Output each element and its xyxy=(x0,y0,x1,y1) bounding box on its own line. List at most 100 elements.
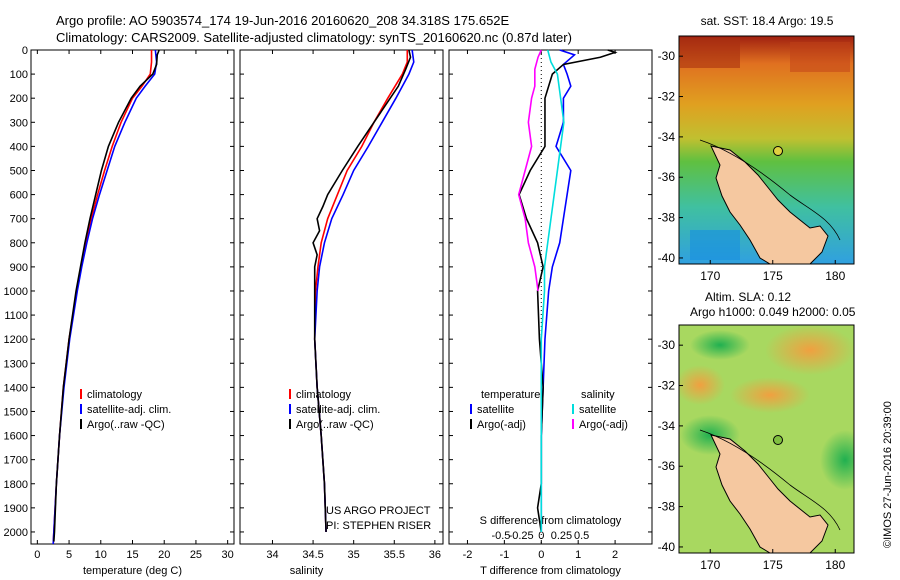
sla-map-axes: 170 175 180 -30 -32 -34 -36 -38 -40 xyxy=(658,338,846,572)
x-tick-label: 20 xyxy=(158,549,170,561)
series-line-satellite-adj-clim- xyxy=(52,49,158,545)
depth-tick-label: 1600 xyxy=(4,431,28,443)
series-line-argo-raw-qc- xyxy=(53,49,160,542)
depth-tick-label: 800 xyxy=(10,238,28,250)
depth-tick-label: 700 xyxy=(10,214,28,226)
bathymetry-contour xyxy=(699,429,841,531)
sst-warm-patch xyxy=(790,42,850,72)
depth-tick-label: 500 xyxy=(10,165,28,177)
depth-tick-label: 400 xyxy=(10,141,28,153)
legend-label: Argo(-adj) xyxy=(579,419,628,431)
lat-tick-label: -32 xyxy=(658,90,676,104)
x-tick-label: 1 xyxy=(575,549,581,561)
x-tick-label: 10 xyxy=(95,549,107,561)
lat-tick-label: -40 xyxy=(658,540,676,554)
legend-label: climatology xyxy=(87,389,143,401)
argo-float-marker xyxy=(773,435,783,445)
legend-label: Argo(..raw -QC) xyxy=(87,419,165,431)
x-tick-label: 2 xyxy=(612,549,618,561)
depth-tick-label: 1300 xyxy=(4,358,28,370)
depth-tick-label: 100 xyxy=(10,69,28,81)
x-tick-label: 34 xyxy=(266,549,278,561)
north-island-land xyxy=(710,434,829,553)
lat-tick-label: -34 xyxy=(658,419,676,433)
plot-frame xyxy=(448,49,653,545)
lon-tick-label: 180 xyxy=(825,558,845,572)
sla-map-title-2: Argo h1000: 0.049 h2000: 0.05 xyxy=(690,305,856,319)
s-tick-label: 0.5 xyxy=(574,530,589,542)
x-tick-label: 30 xyxy=(222,549,234,561)
north-island-land xyxy=(710,145,829,264)
sla-low-patch xyxy=(820,430,854,490)
sla-low-patch xyxy=(690,330,750,360)
sst-map-title: sat. SST: 18.4 Argo: 19.5 xyxy=(701,14,834,28)
s-axis-label: S difference from climatology xyxy=(480,515,622,527)
x-tick-label: 15 xyxy=(126,549,138,561)
depth-tick-label: 1200 xyxy=(4,334,28,346)
lat-tick-label: -40 xyxy=(658,251,676,265)
lon-tick-label: 175 xyxy=(763,558,783,572)
s-tick-label: -0.25 xyxy=(509,530,534,542)
temperature-panel: 0100200300400500600700800900100011001200… xyxy=(4,45,235,577)
lon-tick-label: 175 xyxy=(763,269,783,283)
legend-label: satellite xyxy=(579,404,616,416)
x-axis-label: temperature (deg C) xyxy=(83,565,182,577)
x-tick-label: 35 xyxy=(348,549,360,561)
sst-map-axes: 170 175 180 -30 -32 -34 -36 -38 -40 xyxy=(658,49,846,283)
legend-title-salinity: salinity xyxy=(581,389,615,401)
header-line-2: Climatology: CARS2009. Satellite-adjuste… xyxy=(56,30,572,45)
depth-tick-label: 200 xyxy=(10,93,28,105)
sla-high-patch xyxy=(765,325,854,375)
depth-tick-label: 0 xyxy=(22,45,28,57)
depth-tick-label: 1500 xyxy=(4,406,28,418)
lat-tick-label: -30 xyxy=(658,338,676,352)
sla-high-patch xyxy=(730,377,810,413)
sst-map-frame xyxy=(678,35,855,265)
series-line-temperature-argo-adj- xyxy=(518,49,618,533)
lon-tick-label: 180 xyxy=(825,269,845,283)
x-axis-label: salinity xyxy=(290,565,324,577)
lat-tick-label: -38 xyxy=(658,500,676,514)
x-tick-label: 25 xyxy=(190,549,202,561)
sst-map: sat. SST: 18.4 Argo: 19.5 170 175 180 -30 -3… xyxy=(658,14,855,283)
sla-high-patch xyxy=(679,365,725,405)
x-tick-label: -2 xyxy=(463,549,473,561)
depth-tick-label: 600 xyxy=(10,190,28,202)
bathymetry-contour xyxy=(699,139,841,241)
lon-tick-label: 170 xyxy=(700,269,720,283)
header-line-1: Argo profile: AO 5903574_174 19-Jun-2016… xyxy=(56,13,510,28)
legend-label: Argo(-adj) xyxy=(477,419,526,431)
depth-tick-label: 1800 xyxy=(4,479,28,491)
sla-map: Altim. SLA: 0.12 Argo h1000: 0.049 h2000… xyxy=(658,290,856,572)
pi-annotation: PI: STEPHEN RISER xyxy=(326,520,431,532)
project-annotation: US ARGO PROJECT xyxy=(326,505,431,517)
lat-tick-label: -30 xyxy=(658,49,676,63)
depth-tick-label: 300 xyxy=(10,117,28,129)
series-line-argo-raw-qc- xyxy=(312,49,412,532)
lon-tick-label: 170 xyxy=(700,558,720,572)
series-line-temperature-satellite xyxy=(540,49,577,532)
x-tick-label: 5 xyxy=(66,549,72,561)
s-tick-label: -0.5 xyxy=(491,530,510,542)
lat-tick-label: -36 xyxy=(658,170,676,184)
sst-cool-patch xyxy=(690,230,740,260)
plot-frame xyxy=(30,49,235,545)
depth-tick-label: 2000 xyxy=(4,527,28,539)
plot-frame xyxy=(239,49,444,545)
depth-tick-label: 1700 xyxy=(4,455,28,467)
x-tick-label: 35.5 xyxy=(384,549,405,561)
x-tick-label: 34.5 xyxy=(302,549,323,561)
depth-tick-label: 900 xyxy=(10,262,28,274)
depth-tick-label: 1100 xyxy=(4,310,28,322)
sst-warm-patch xyxy=(680,38,740,68)
x-tick-label: -1 xyxy=(499,549,509,561)
legend-label: Argo(..raw -QC) xyxy=(296,419,374,431)
s-tick-label: 0.25 xyxy=(551,530,572,542)
legend-title-temperature: temperature xyxy=(481,389,540,401)
lat-tick-label: -38 xyxy=(658,211,676,225)
x-tick-label: 0 xyxy=(538,549,544,561)
difference-panel: -2 -1 0 1 2 T difference from climatology -0.5… xyxy=(448,49,653,577)
legend-label: satellite-adj. clim. xyxy=(296,404,380,416)
x-tick-label: 0 xyxy=(34,549,40,561)
